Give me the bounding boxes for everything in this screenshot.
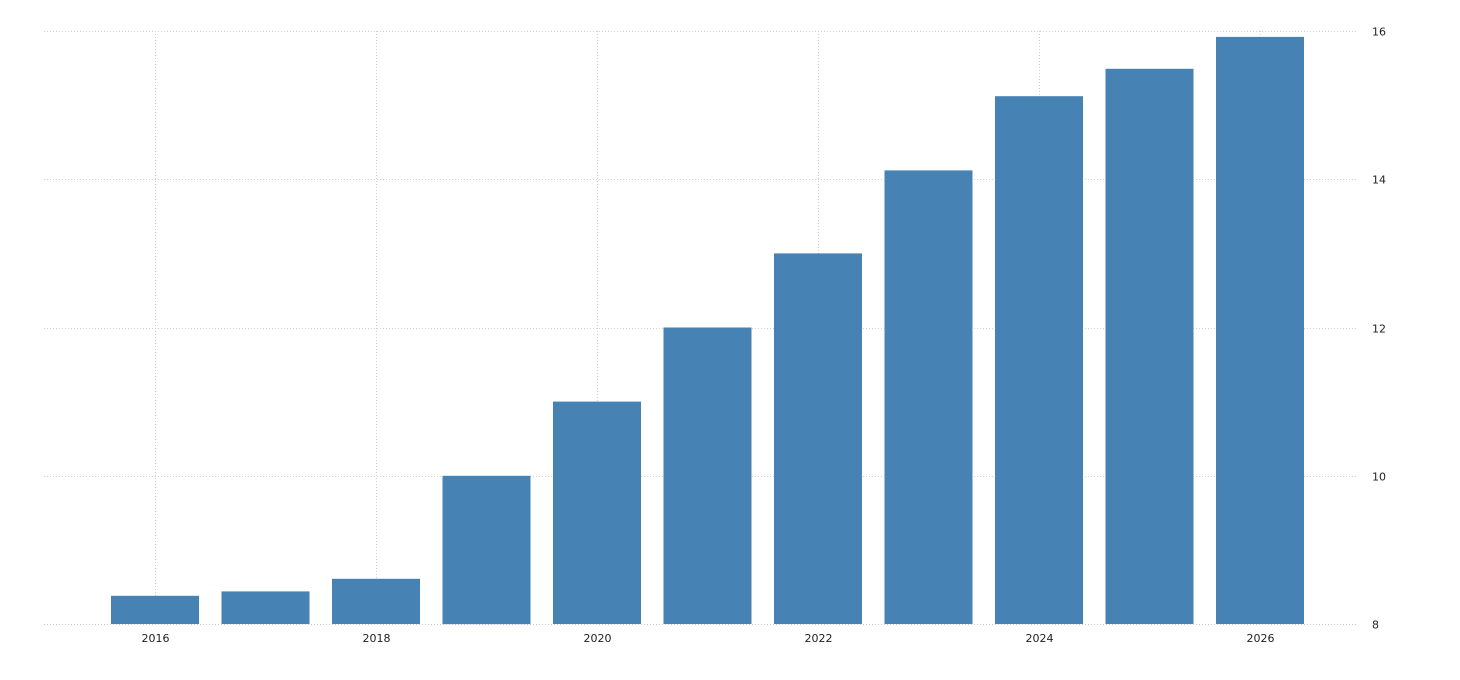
bar	[663, 327, 752, 624]
bar	[111, 595, 199, 624]
x-tick-label: 2016	[142, 632, 170, 645]
y-tick-label: 14	[1372, 174, 1386, 187]
y-axis: 8 10 12 14 16	[1372, 26, 1386, 632]
x-tick-label: 2024	[1026, 632, 1054, 645]
bar	[884, 170, 973, 624]
bar	[1105, 68, 1194, 625]
y-tick-label: 16	[1372, 26, 1386, 39]
bar	[332, 578, 420, 624]
bar	[221, 591, 310, 624]
x-tick-label: 2020	[584, 632, 612, 645]
bar	[553, 401, 641, 624]
x-tick-label: 2026	[1247, 632, 1275, 645]
x-tick-label: 2022	[805, 632, 833, 645]
bar	[995, 96, 1083, 624]
bar	[774, 253, 862, 624]
y-tick-label: 8	[1372, 619, 1379, 632]
x-tick-label: 2018	[363, 632, 391, 645]
bar	[442, 475, 531, 625]
y-tick-label: 12	[1372, 323, 1386, 336]
bar	[1216, 36, 1304, 624]
bar-series	[111, 36, 1304, 625]
y-tick-label: 10	[1372, 471, 1386, 484]
x-axis: 2016 2018 2020 2022 2024 2026	[142, 632, 1275, 645]
